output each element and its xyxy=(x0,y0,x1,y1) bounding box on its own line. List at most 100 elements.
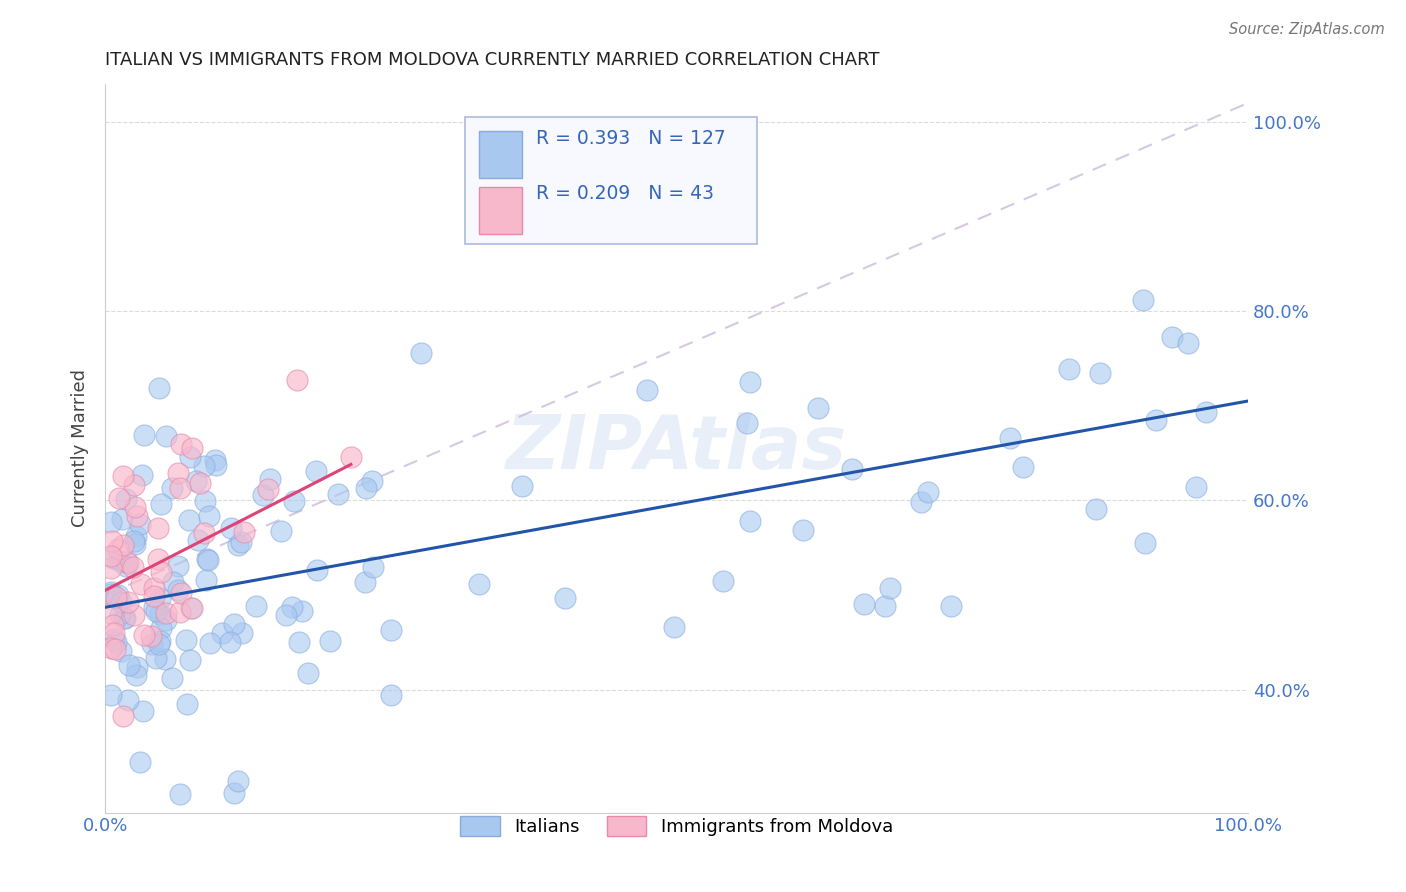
Point xyxy=(100,561,122,575)
Point xyxy=(166,582,188,597)
Point xyxy=(149,621,172,635)
Point xyxy=(193,526,215,541)
Point xyxy=(124,500,146,514)
Point xyxy=(111,511,134,525)
Point xyxy=(187,533,209,547)
Point xyxy=(143,599,166,614)
Point xyxy=(180,601,202,615)
Point xyxy=(195,573,218,587)
Point xyxy=(124,668,146,682)
Point xyxy=(792,523,814,537)
Point xyxy=(291,604,314,618)
Point xyxy=(738,514,761,528)
Point xyxy=(636,383,658,397)
Point xyxy=(114,611,136,625)
Point xyxy=(132,627,155,641)
Point xyxy=(468,577,491,591)
Point xyxy=(111,709,134,723)
Text: ITALIAN VS IMMIGRANTS FROM MOLDOVA CURRENTLY MARRIED CORRELATION CHART: ITALIAN VS IMMIGRANTS FROM MOLDOVA CURRE… xyxy=(105,51,880,69)
Point xyxy=(167,467,190,481)
Point xyxy=(148,381,170,395)
Point xyxy=(117,693,139,707)
Point xyxy=(108,554,131,568)
Point xyxy=(184,474,207,488)
Point xyxy=(875,599,897,613)
Point xyxy=(166,559,188,574)
Point xyxy=(735,416,758,430)
Point xyxy=(1177,336,1199,351)
Point xyxy=(155,613,177,627)
Point xyxy=(107,491,129,505)
Point xyxy=(270,524,292,538)
Point xyxy=(125,660,148,674)
Point xyxy=(100,549,122,563)
Point xyxy=(198,636,221,650)
Text: R = 0.393   N = 127: R = 0.393 N = 127 xyxy=(536,129,725,148)
Point xyxy=(219,635,242,649)
Point xyxy=(107,588,129,602)
Point xyxy=(162,574,184,589)
Point xyxy=(112,611,135,625)
Point xyxy=(1059,361,1081,376)
Point xyxy=(1144,413,1167,427)
Point xyxy=(122,533,145,548)
Point xyxy=(169,787,191,801)
Point xyxy=(129,576,152,591)
Point xyxy=(380,689,402,703)
Point xyxy=(149,634,172,648)
Point xyxy=(198,509,221,524)
Point xyxy=(103,551,125,566)
Point xyxy=(103,626,125,640)
Point xyxy=(245,599,267,614)
Point xyxy=(114,491,136,506)
Point xyxy=(354,574,377,589)
Point xyxy=(141,637,163,651)
Point xyxy=(145,651,167,665)
Point xyxy=(361,474,384,488)
Point xyxy=(150,497,173,511)
Point xyxy=(807,401,830,416)
Point xyxy=(340,450,363,465)
Point xyxy=(100,515,122,529)
Point xyxy=(146,521,169,535)
Point xyxy=(100,584,122,599)
Point xyxy=(181,441,204,455)
Point xyxy=(174,633,197,648)
Point xyxy=(155,429,177,443)
Point xyxy=(356,481,378,495)
Point xyxy=(169,481,191,495)
Point xyxy=(1133,536,1156,550)
Point xyxy=(222,616,245,631)
Point xyxy=(512,479,534,493)
Y-axis label: Currently Married: Currently Married xyxy=(72,369,89,527)
Point xyxy=(117,555,139,569)
Point xyxy=(194,493,217,508)
FancyBboxPatch shape xyxy=(465,117,756,244)
Point xyxy=(229,535,252,549)
Point xyxy=(711,574,734,588)
Point xyxy=(139,629,162,643)
Point xyxy=(122,559,145,574)
Point xyxy=(285,373,308,387)
Point xyxy=(117,557,139,571)
Point xyxy=(204,458,226,473)
Point xyxy=(288,635,311,649)
Point xyxy=(204,453,226,467)
Point xyxy=(101,534,124,549)
Legend: Italians, Immigrants from Moldova: Italians, Immigrants from Moldova xyxy=(453,808,900,844)
Point xyxy=(853,598,876,612)
Point xyxy=(132,704,155,718)
Point xyxy=(124,529,146,543)
Point xyxy=(110,594,132,608)
Point xyxy=(112,538,135,552)
Point xyxy=(125,508,148,523)
Point xyxy=(281,599,304,614)
Point xyxy=(148,637,170,651)
Point xyxy=(122,608,145,623)
Point xyxy=(176,697,198,711)
Point xyxy=(1090,367,1112,381)
Point xyxy=(117,595,139,609)
Point xyxy=(169,605,191,619)
Point xyxy=(128,516,150,531)
Point xyxy=(143,589,166,603)
